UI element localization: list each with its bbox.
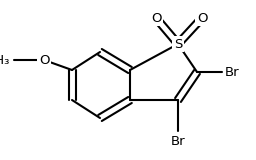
Text: S: S [174, 37, 182, 51]
Text: CH₃: CH₃ [0, 53, 10, 67]
Text: O: O [151, 12, 161, 24]
Text: Br: Br [225, 65, 240, 79]
Text: Br: Br [171, 135, 185, 148]
Text: O: O [39, 53, 49, 67]
Text: O: O [197, 12, 207, 24]
